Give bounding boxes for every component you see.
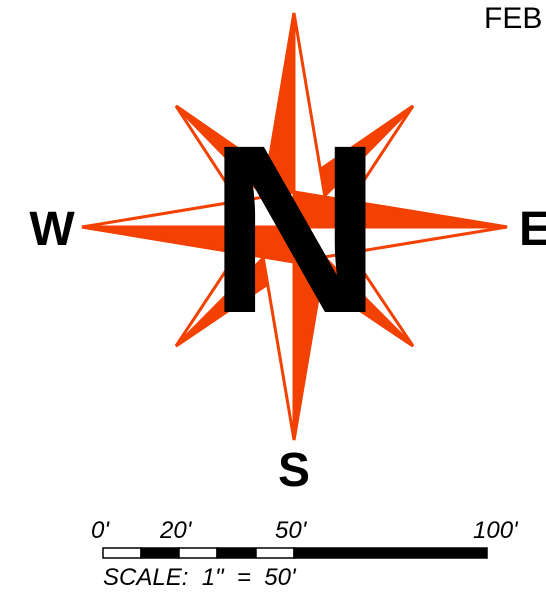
scale-tick-label-20: 20' (159, 517, 193, 544)
west-letter: W (29, 203, 75, 256)
scale-segment-4 (216, 547, 257, 559)
north-letter: N (208, 95, 381, 363)
compass-point-west (81, 190, 296, 264)
scale-segment-6 (293, 547, 488, 559)
header-partial-text: FEB (484, 2, 543, 35)
scale-segment-5 (255, 547, 295, 559)
south-letter: S (278, 444, 310, 497)
scale-tick-label-0: 0' (91, 517, 110, 544)
scale-segment-2 (140, 547, 180, 559)
scale-segment-1 (102, 547, 142, 559)
scale-bar: 0' 20' 50' 100' SCALE: 1" = 50' (91, 517, 519, 591)
scale-segment-3 (178, 547, 218, 559)
compass-rose (81, 12, 508, 441)
scale-bar-segments (102, 547, 488, 559)
scale-tick-label-50: 50' (275, 517, 308, 544)
east-letter: E (519, 203, 546, 256)
scale-tick-label-100: 100' (473, 517, 519, 544)
compass-point-east (292, 190, 508, 264)
scale-label: SCALE: 1" = 50' (103, 564, 297, 591)
